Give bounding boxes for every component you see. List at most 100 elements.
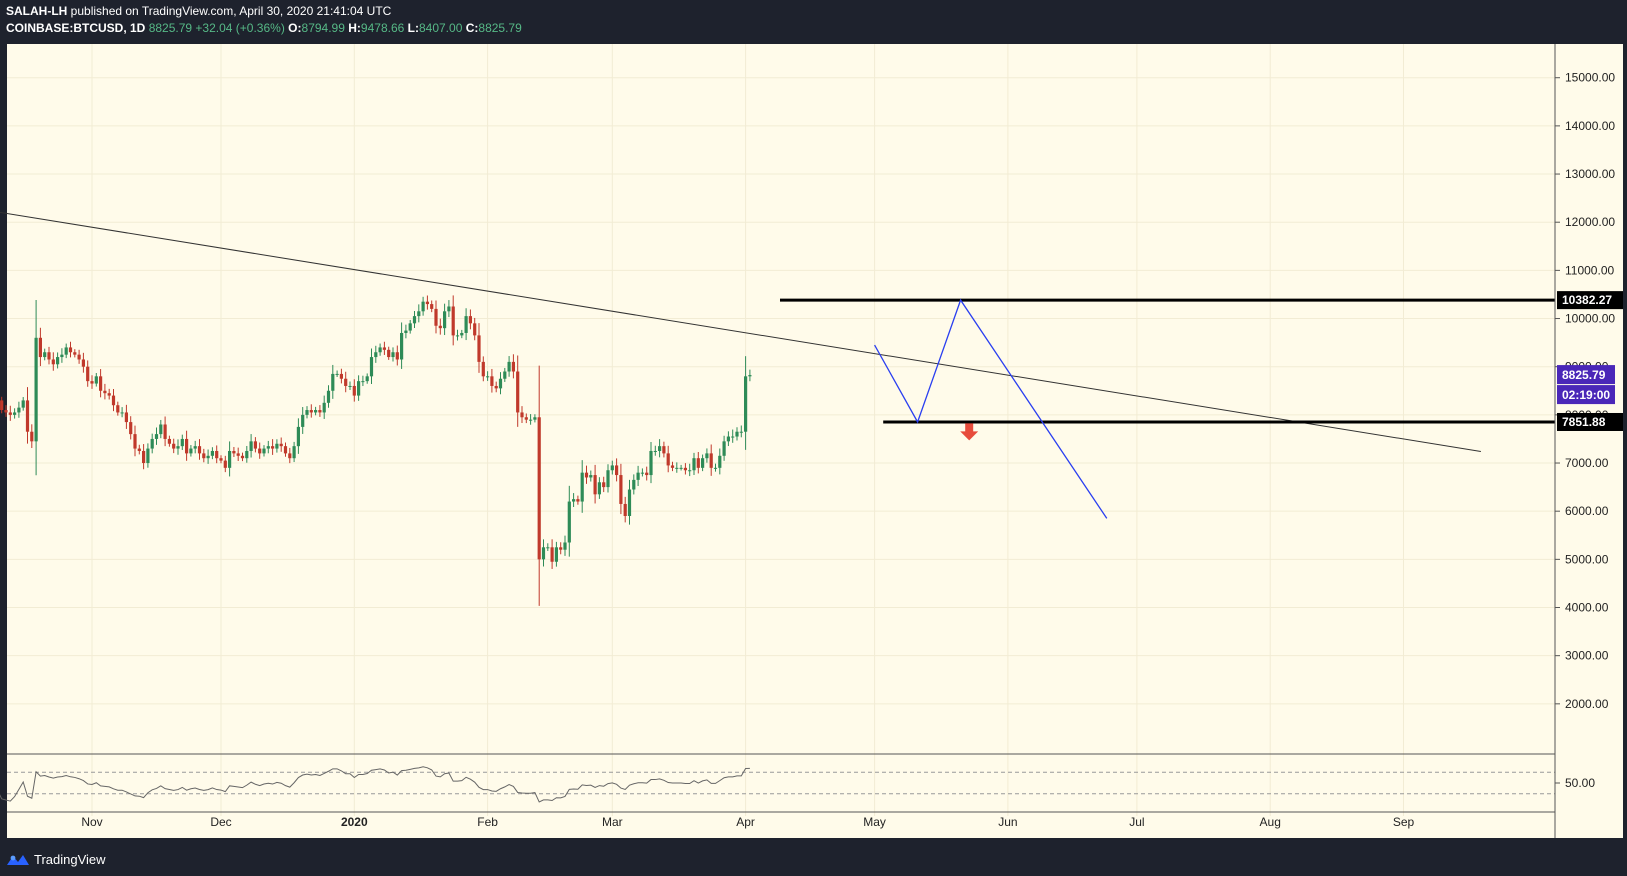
low-value: 8407.00 [418,21,463,35]
candle-body [331,373,335,391]
support-price-tag [1557,412,1623,431]
candle-body [262,448,266,454]
candle-body [541,547,546,560]
candle-body [68,347,73,353]
candle-body [309,410,313,413]
candle-body [322,402,326,413]
symbol-ohlc-bar: COINBASE:BTCUSD, 1D 8825.79 +32.04 (+0.3… [6,21,522,35]
candle-body [576,499,580,502]
x-tick-label: Nov [81,815,102,829]
candle-body [305,410,309,415]
y-tick-label: 10000.00 [1565,312,1615,326]
x-tick-label: Apr [736,815,755,829]
candle-body [666,453,670,466]
candle-body [481,361,485,377]
tradingview-logo-icon [7,854,29,865]
candle-body [632,479,636,490]
candle-body [107,393,111,396]
candle-body [318,410,322,413]
candle-body [606,470,610,488]
candle-body [404,330,408,333]
candle-body [94,376,98,384]
candle-body [8,412,12,415]
candle-body [314,410,318,413]
countdown-label: 02:19:00 [1562,388,1610,402]
candle-body [615,465,619,476]
footer-brand[interactable]: TradingView [6,852,106,867]
candle-body [679,467,683,469]
candle-body [683,467,687,471]
candle-body [503,371,507,379]
candle-body [64,347,68,355]
candle-body [718,455,722,468]
candle-body [537,417,541,560]
y-tick-label: 4000.00 [1565,601,1609,615]
candle-body [13,412,17,415]
candle-body [185,438,189,454]
candle-body [744,376,748,432]
candle-body [696,458,700,468]
candle-body [258,448,262,454]
candle-body [709,453,713,468]
candle-body [645,472,649,476]
candle-body [202,453,206,459]
candle-body [335,373,339,375]
countdown-tag [1557,385,1615,405]
candle-body [748,375,752,377]
candle-body [533,417,537,420]
candle-body [326,390,331,403]
candle-body [339,373,343,379]
candle-body [361,381,365,383]
candle-body [546,547,550,549]
y-tick-label: 7000.00 [1565,456,1609,470]
candle-body [142,450,146,464]
rsi-pane: 50.00 [0,753,1595,803]
candle-body [206,455,210,459]
candle-body [38,337,42,358]
candle-body [189,448,193,454]
candle-body [60,354,64,358]
candle-body [443,311,447,329]
published-text: published on TradingView.com, April 30, … [70,4,392,18]
low-label: L: [407,21,419,35]
candle-body [374,352,378,358]
publisher-name[interactable]: SALAH-LH [6,4,68,18]
open-label: O: [288,21,302,35]
candle-body [357,381,361,396]
candle-body [507,361,511,372]
candle-body [395,352,399,360]
candle-body [56,357,60,365]
candle-body [17,407,21,413]
candle-body [602,482,606,488]
last-price-label: 8825.79 [1562,368,1606,382]
candle-body [524,417,528,420]
candle-body [245,450,249,459]
candle-body [81,359,85,367]
candle-body [468,316,472,324]
candle-body [623,503,627,516]
y-tick-label: 5000.00 [1565,552,1609,566]
x-tick-label: Mar [602,815,623,829]
candle-body [619,475,623,504]
candle-body [86,366,90,382]
candle-body [701,458,705,468]
candle-body [228,450,232,468]
x-tick-label: Jul [1129,815,1144,829]
candle-body [554,547,558,562]
candle-body [137,448,141,451]
candle-body [425,301,429,305]
candle-body [4,410,8,413]
candle-body [658,446,662,451]
candle-body [25,400,30,432]
candle-body [167,438,171,444]
high-value: 9478.66 [360,21,405,35]
candle-body [451,306,455,336]
last-price-tag [1557,365,1615,385]
candle-body [344,378,348,386]
candle-body [43,352,47,358]
candle-body [455,335,460,337]
candle-body [688,470,692,472]
x-tick-label: Aug [1260,815,1281,829]
